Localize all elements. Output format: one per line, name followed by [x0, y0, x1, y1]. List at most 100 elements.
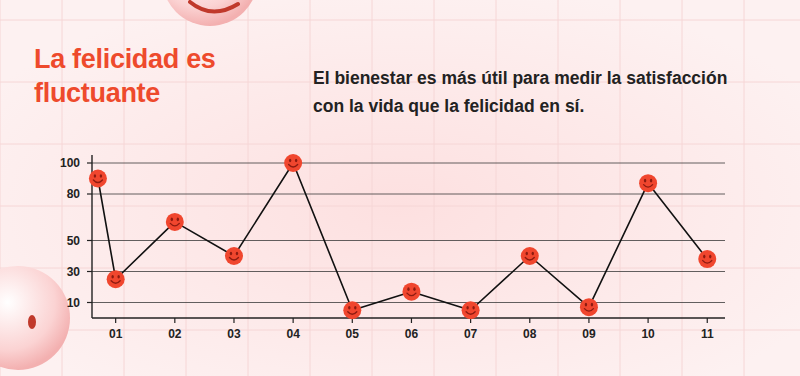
marker-eye: [171, 218, 173, 222]
data-point: [402, 283, 420, 301]
marker-smile: [289, 165, 298, 168]
x-tick-label: 10: [641, 327, 655, 341]
marker-eye: [177, 218, 179, 222]
x-tick-label: 07: [464, 327, 478, 341]
background-grid: [310, 0, 311, 376]
data-point: [580, 298, 598, 316]
data-point: [166, 213, 184, 231]
marker-eye: [526, 252, 528, 256]
x-tick: [647, 318, 648, 323]
marker-face: [698, 250, 716, 268]
marker-face: [580, 298, 598, 316]
line-group: [98, 163, 707, 310]
marker-face: [462, 301, 480, 319]
background-grid: [372, 0, 373, 376]
marker-eye: [117, 275, 119, 279]
marker-eye: [354, 306, 356, 310]
y-tick-label: 80: [67, 187, 81, 201]
marker-eye: [407, 287, 409, 291]
x-tick: [529, 318, 530, 323]
decor-smile: [190, 2, 238, 12]
x-tick-label: 05: [346, 327, 360, 341]
decor-ball: [0, 266, 70, 370]
title: La felicidad es fluctuante: [34, 42, 264, 110]
marker-face: [639, 174, 657, 192]
data-point: [107, 270, 125, 288]
background-grid: [434, 0, 435, 376]
marker-eye: [413, 287, 415, 291]
y-tick: [87, 302, 92, 303]
grid-line: [92, 271, 725, 272]
grid-line: [92, 194, 725, 195]
data-point: [639, 174, 657, 192]
grid-line: [92, 302, 725, 303]
subtitle: El bienestar es más útil para medir la s…: [313, 64, 753, 120]
background-grid: [496, 0, 497, 376]
x-axis: [92, 317, 725, 318]
x-tick-label: 04: [286, 327, 300, 341]
marker-smile: [229, 258, 238, 261]
x-tick: [707, 318, 708, 323]
y-tick: [87, 162, 92, 163]
marker-face: [521, 247, 539, 265]
y-tick-label: 50: [67, 234, 81, 248]
background-grid: [0, 206, 800, 207]
marker-smile: [170, 223, 179, 226]
marker-eye: [94, 174, 96, 178]
data-point: [89, 170, 107, 188]
marker-face: [343, 301, 361, 319]
background-grid: [248, 0, 249, 376]
marker-eye: [289, 159, 291, 163]
x-tick-label: 03: [227, 327, 241, 341]
background-grid: [0, 268, 800, 269]
y-tick-label: 100: [60, 156, 80, 170]
x-tick: [233, 318, 234, 323]
marker-smile: [644, 185, 653, 188]
y-tick: [87, 271, 92, 272]
decor-eye: [28, 315, 36, 329]
marker-eye: [466, 306, 468, 310]
background-grid: [558, 0, 559, 376]
decor-ball: [162, 0, 258, 26]
grid-line: [92, 163, 725, 164]
marker-face: [284, 154, 302, 172]
x-tick-label: 09: [582, 327, 596, 341]
marker-eye: [650, 179, 652, 183]
background-grid: [0, 20, 800, 21]
marker-eye: [348, 306, 350, 310]
marker-face: [89, 170, 107, 188]
marker-eye: [472, 306, 474, 310]
x-tick: [174, 318, 175, 323]
marker-eye: [709, 255, 711, 259]
y-tick-label: 30: [67, 265, 81, 279]
x-tick-label: 11: [701, 327, 714, 341]
marker-eye: [230, 252, 232, 256]
y-tick-label: 10: [67, 296, 81, 310]
x-tick: [293, 318, 294, 323]
data-line: [98, 163, 707, 310]
x-tick-label: 06: [405, 327, 419, 341]
data-point: [521, 247, 539, 265]
marker-face: [166, 213, 184, 231]
marker-smile: [525, 258, 534, 261]
x-tick-label: 01: [109, 327, 123, 341]
x-tick: [411, 318, 412, 323]
x-tick-label: 08: [523, 327, 537, 341]
marker-eye: [236, 252, 238, 256]
data-point: [698, 250, 716, 268]
marker-smile: [93, 180, 102, 183]
marker-face: [402, 283, 420, 301]
background-grid: [744, 0, 745, 376]
x-tick-label: 02: [168, 327, 182, 341]
marker-smile: [348, 312, 357, 315]
marker-eye: [703, 255, 705, 259]
marker-face: [225, 247, 243, 265]
grid-line: [92, 240, 725, 241]
marker-eye: [644, 179, 646, 183]
y-tick: [87, 193, 92, 194]
marker-eye: [295, 159, 297, 163]
x-tick: [115, 318, 116, 323]
background-grid: [682, 0, 683, 376]
marker-face: [107, 270, 125, 288]
marker-group: [89, 154, 716, 319]
